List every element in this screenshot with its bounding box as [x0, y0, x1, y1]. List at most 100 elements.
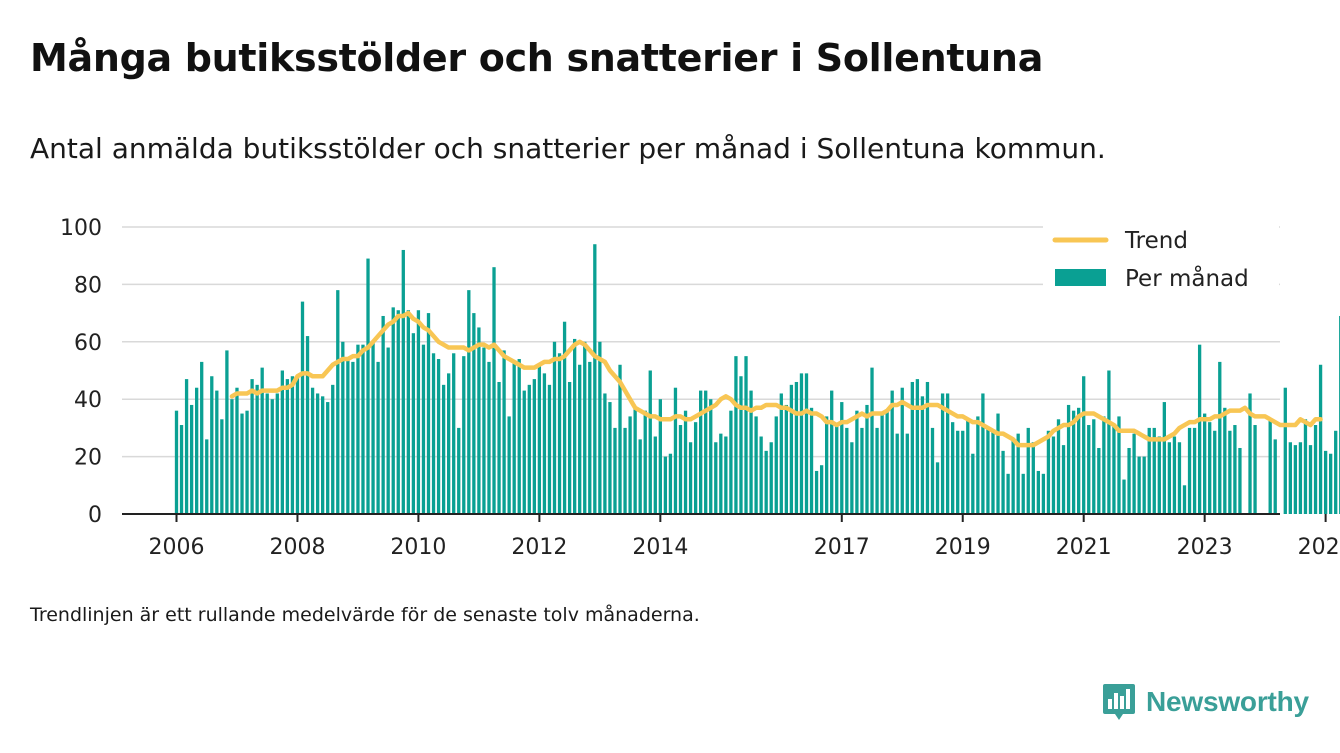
- bar: [200, 361, 204, 514]
- bar: [562, 321, 567, 514]
- bar: [880, 413, 884, 514]
- bar: [749, 390, 753, 514]
- bar: [779, 393, 783, 514]
- bar: [411, 333, 416, 514]
- bar: [1192, 427, 1197, 514]
- bar: [436, 359, 441, 514]
- legend-bars-label: Per månad: [1125, 264, 1249, 292]
- bar: [1293, 445, 1298, 514]
- bar: [381, 315, 385, 514]
- bar: [1313, 425, 1318, 514]
- bar: [1061, 445, 1066, 514]
- bar: [714, 442, 718, 514]
- bar: [699, 390, 703, 514]
- bar: [1203, 413, 1207, 514]
- axes: 0 20 40 60 80 100 2006 2008 2010 2012 2014 2017 2019…: [60, 216, 1340, 560]
- bar: [1157, 436, 1161, 514]
- bar: [295, 376, 300, 514]
- legend: Trend Per månad: [1043, 222, 1279, 298]
- bar: [431, 353, 436, 514]
- y-tick-label: 0: [88, 503, 102, 528]
- bar: [1298, 442, 1303, 514]
- bar: [240, 413, 244, 514]
- bar: [1162, 402, 1166, 514]
- bar: [668, 453, 673, 514]
- bar: [724, 436, 728, 514]
- bar: [628, 416, 632, 514]
- bar: [361, 344, 365, 514]
- bar: [1041, 473, 1046, 514]
- bar: [1208, 422, 1212, 514]
- bar: [1218, 361, 1222, 514]
- bar: [1318, 364, 1323, 514]
- bar: [250, 379, 254, 514]
- bar: [734, 356, 738, 514]
- bar: [1187, 427, 1192, 514]
- x-tick-label: 2010: [390, 535, 446, 560]
- bar: [673, 387, 678, 514]
- bar: [1056, 419, 1061, 514]
- bar: [179, 425, 184, 514]
- bar: [391, 307, 395, 514]
- bar: [845, 427, 849, 514]
- bar: [1137, 456, 1141, 514]
- bar: [804, 373, 809, 514]
- bar: [1303, 419, 1308, 514]
- bar: [386, 347, 390, 514]
- bar: [376, 361, 380, 514]
- bar: [260, 367, 264, 514]
- bar: [910, 381, 914, 514]
- bar: [1177, 442, 1182, 514]
- y-tick-label: 80: [74, 273, 102, 298]
- bar: [623, 427, 627, 514]
- bar: [280, 370, 284, 514]
- bar: [1223, 407, 1227, 514]
- bar: [452, 353, 456, 514]
- bar: [567, 381, 572, 514]
- bar: [300, 301, 305, 514]
- bar: [991, 430, 995, 514]
- x-tick-label: 2017: [814, 535, 870, 560]
- bar: [1077, 407, 1081, 514]
- bar: [688, 442, 693, 514]
- bar: [285, 379, 290, 514]
- bar: [956, 430, 960, 514]
- bar: [835, 425, 839, 514]
- bar: [310, 387, 315, 514]
- bar: [840, 402, 844, 514]
- legend-trend-label: Trend: [1124, 228, 1188, 254]
- bar: [557, 353, 562, 514]
- bar: [1308, 445, 1313, 514]
- newsworthy-logo-text: Newsworthy: [1146, 686, 1309, 717]
- bar: [855, 410, 859, 514]
- bar: [1283, 387, 1287, 514]
- newsworthy-logo: Newsworthy: [1102, 682, 1309, 722]
- bar: [1122, 479, 1126, 514]
- bar: [1021, 473, 1025, 514]
- x-tick-label: 2008: [269, 535, 325, 560]
- bar: [497, 381, 501, 514]
- bar: [875, 427, 879, 514]
- bar: [1066, 404, 1071, 514]
- bar: [648, 370, 652, 514]
- bar: [588, 361, 592, 514]
- bar: [920, 396, 925, 514]
- bar: [326, 402, 330, 514]
- x-tick-label: 2006: [149, 535, 205, 560]
- bar: [401, 249, 405, 514]
- bar: [1182, 485, 1187, 514]
- bar: [1323, 450, 1328, 514]
- bar: [1112, 425, 1116, 514]
- bar: [1071, 410, 1076, 514]
- bar: [633, 407, 637, 514]
- bar: [764, 450, 768, 514]
- bar: [366, 258, 370, 514]
- bar: [482, 347, 486, 514]
- bar: [416, 310, 421, 514]
- bar: [1006, 473, 1010, 514]
- bar: [305, 336, 310, 514]
- bar: [265, 393, 269, 514]
- bar: [426, 313, 431, 514]
- bar: [951, 422, 955, 514]
- chart: 0 20 40 60 80 100 2006 2008 2010 2012 2014 2017 2019…: [60, 216, 1340, 560]
